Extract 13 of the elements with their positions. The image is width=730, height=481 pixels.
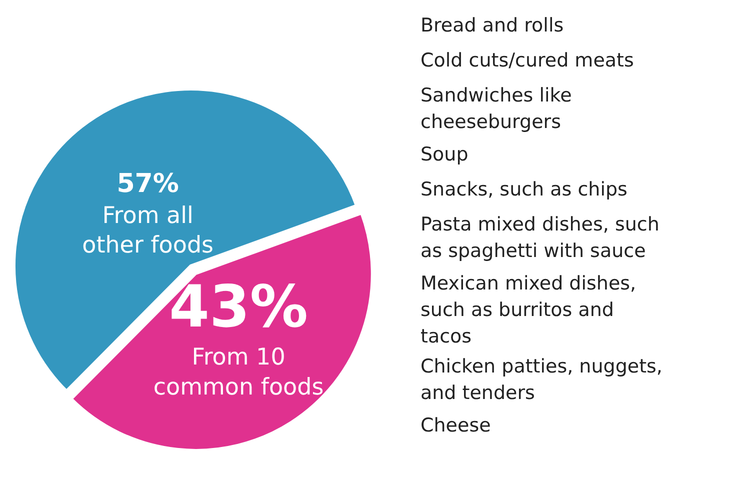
slice-label: From all other foods [82,202,214,259]
text: Snacks, such as chips [420,178,628,200]
text: Mexican mixed dishes, such as burritos and tacos [420,272,636,348]
text: Cold cuts/cured meats [420,50,634,72]
text: Sandwiches like cheeseburgers [420,84,572,133]
text: Chicken patties, nuggets, and tenders [420,356,662,404]
data-label: 57% [116,168,179,199]
text: Soup [420,144,468,166]
text: Pasta mixed dishes, such as spaghetti with sauce [420,214,660,262]
text: Bread and rolls [420,14,564,36]
slice-label: From 10 common foods [153,344,324,401]
text: Cheese [420,414,491,436]
data-label: 43% [169,272,308,341]
